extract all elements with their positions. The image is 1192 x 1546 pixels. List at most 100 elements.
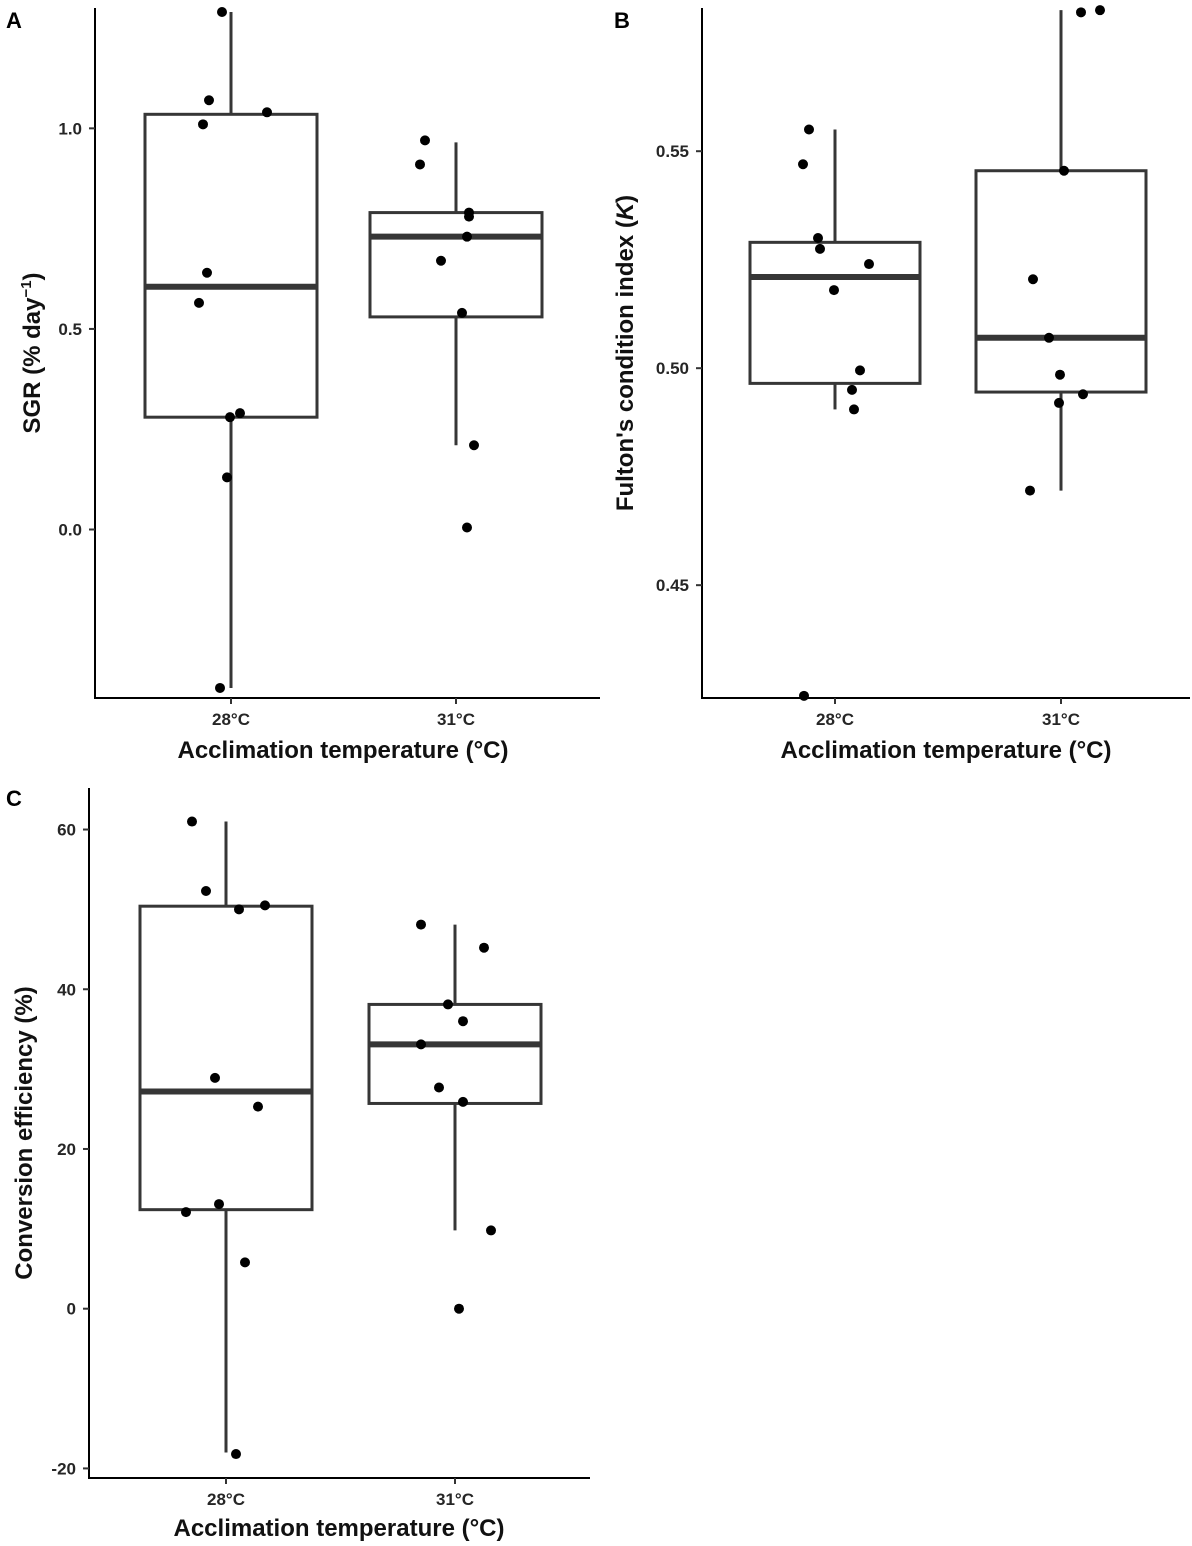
data-point <box>201 886 211 897</box>
y-axis-label-close: ) <box>612 195 639 203</box>
y-tick-label: 0.45 <box>656 576 689 595</box>
x-axis-label: Acclimation temperature (°C) <box>174 1515 505 1542</box>
data-point <box>214 1199 224 1210</box>
data-point <box>225 412 235 423</box>
data-point <box>458 1016 468 1027</box>
y-axis-label-superscript: −1 <box>18 280 35 297</box>
x-tick-label: 31°C <box>1042 710 1080 729</box>
panel-b: B 0.45 0.50 0.55 28°C 31°C Acclimation temp… <box>612 5 1190 764</box>
x-tick-label: 31°C <box>436 1490 474 1509</box>
data-point <box>458 1096 468 1107</box>
data-point <box>416 919 426 930</box>
y-axis-label: Conversion efficiency (%) <box>11 986 38 1279</box>
data-point <box>799 690 809 701</box>
data-point <box>1025 485 1035 496</box>
data-point <box>415 159 425 170</box>
data-point <box>847 384 857 395</box>
data-point <box>416 1039 426 1050</box>
data-point <box>1028 274 1038 285</box>
y-tick-label: 40 <box>57 980 76 999</box>
data-point <box>849 404 859 415</box>
y-axis-label-main: Fulton's condition index ( <box>612 220 639 511</box>
data-point <box>829 285 839 296</box>
data-point <box>443 999 453 1010</box>
y-axis-label-italic: K <box>612 201 639 220</box>
x-ticks: 28°C 31°C <box>207 1478 474 1509</box>
points-group <box>194 7 479 693</box>
data-point <box>798 159 808 170</box>
box-iqr <box>138 904 314 1212</box>
data-point <box>434 1082 444 1093</box>
data-point <box>436 255 446 266</box>
data-point <box>234 904 244 915</box>
data-point <box>457 307 467 318</box>
data-point <box>210 1072 220 1083</box>
data-point <box>454 1303 464 1314</box>
boxplot-group <box>143 12 544 688</box>
box-iqr <box>143 112 319 419</box>
y-tick-label: 0.5 <box>58 320 82 339</box>
data-point <box>215 682 225 693</box>
data-point <box>420 135 430 146</box>
boxplot-group <box>748 10 1148 491</box>
data-point <box>1076 7 1086 18</box>
data-point <box>253 1101 263 1112</box>
y-tick-label: -20 <box>51 1459 76 1478</box>
box-iqr <box>367 1002 543 1105</box>
panel-c: C -20 0 20 40 60 28°C 31°C Acclimation temper… <box>6 786 590 1542</box>
data-point <box>1059 165 1069 176</box>
data-point <box>1055 369 1065 380</box>
data-point <box>222 472 232 483</box>
box-iqr <box>974 169 1148 394</box>
data-point <box>462 231 472 242</box>
panel-label-c: C <box>6 786 22 811</box>
box-iqr <box>368 211 544 319</box>
panel-label-a: A <box>6 8 22 33</box>
data-point <box>235 408 245 419</box>
y-axis-label-close: ) <box>19 272 46 280</box>
x-ticks: 28°C 31°C <box>212 698 475 729</box>
data-point <box>240 1257 250 1268</box>
data-point <box>260 900 270 911</box>
y-tick-label: 0.55 <box>656 142 689 161</box>
data-point <box>864 259 874 270</box>
data-point <box>486 1225 496 1236</box>
y-tick-label: 1.0 <box>58 119 82 138</box>
y-ticks: -20 0 20 40 60 <box>51 821 89 1478</box>
data-point <box>231 1449 241 1460</box>
data-point <box>815 243 825 254</box>
data-point <box>198 119 208 130</box>
data-point <box>469 440 479 451</box>
data-point <box>464 207 474 218</box>
y-tick-label: 20 <box>57 1140 76 1159</box>
data-point <box>194 297 204 308</box>
box-iqr <box>748 240 922 385</box>
y-tick-label: 60 <box>57 821 76 840</box>
y-tick-label: 0.50 <box>656 359 689 378</box>
boxplot-group <box>138 821 543 1453</box>
points-group <box>798 5 1105 701</box>
data-point <box>813 233 823 243</box>
data-point <box>804 124 814 135</box>
data-point <box>1044 332 1054 343</box>
data-point <box>1095 5 1105 16</box>
panel-a: A 0.0 0.5 1.0 28°C 31°C Acclimation tempera… <box>6 7 600 764</box>
data-point <box>181 1207 191 1218</box>
data-point <box>1054 397 1064 408</box>
data-point <box>217 7 227 18</box>
y-ticks: 0.45 0.50 0.55 <box>656 142 702 595</box>
x-tick-label: 28°C <box>816 710 854 729</box>
data-point <box>202 267 212 278</box>
data-point <box>262 107 272 118</box>
data-point <box>479 942 489 953</box>
y-ticks: 0.0 0.5 1.0 <box>58 119 95 540</box>
points-group <box>181 816 496 1460</box>
x-tick-label: 28°C <box>212 710 250 729</box>
data-point <box>1078 389 1088 400</box>
y-axis-label: Fulton's condition index (K) <box>612 195 639 511</box>
y-axis-label: SGR (% day−1) <box>18 272 46 433</box>
y-axis-label-main: SGR (% day <box>19 297 46 434</box>
x-axis-label: Acclimation temperature (°C) <box>781 737 1112 764</box>
x-tick-label: 31°C <box>437 710 475 729</box>
x-tick-label: 28°C <box>207 1490 245 1509</box>
